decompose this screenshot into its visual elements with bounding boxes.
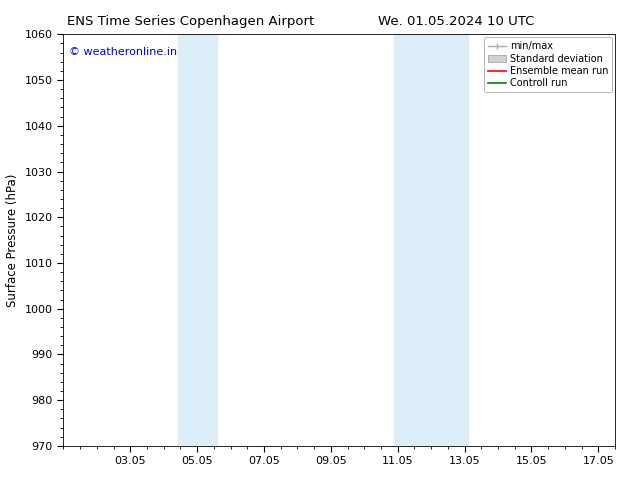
Text: © weatheronline.in: © weatheronline.in bbox=[69, 47, 177, 57]
Bar bbox=[178, 34, 216, 446]
Bar bbox=[394, 34, 468, 446]
Text: ENS Time Series Copenhagen Airport: ENS Time Series Copenhagen Airport bbox=[67, 15, 314, 28]
Text: We. 01.05.2024 10 UTC: We. 01.05.2024 10 UTC bbox=[378, 15, 534, 28]
Legend: min/max, Standard deviation, Ensemble mean run, Controll run: min/max, Standard deviation, Ensemble me… bbox=[484, 37, 612, 92]
Y-axis label: Surface Pressure (hPa): Surface Pressure (hPa) bbox=[6, 173, 19, 307]
